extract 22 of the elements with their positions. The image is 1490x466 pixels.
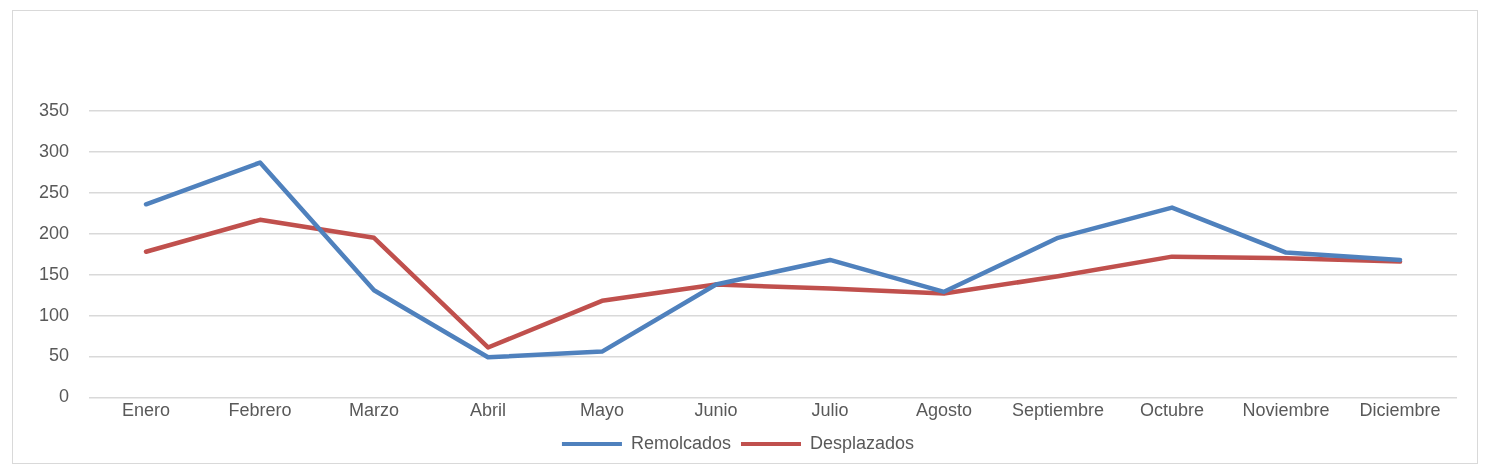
x-tick-label: Julio [811,400,849,421]
y-tick-label: 100 [38,304,70,325]
x-tick-label: Octubre [1139,400,1205,421]
x-tick-label: Noviembre [1242,400,1330,421]
x-tick-label: Diciembre [1359,400,1441,421]
y-tick-label: 200 [38,222,70,243]
x-tick-label: Agosto [915,400,973,421]
x-tick-label: Mayo [580,400,625,421]
x-tick-label: Abril [470,400,507,421]
x-tick-label: Junio [694,400,738,421]
x-tick-label: Septiembre [1011,400,1105,421]
legend-label: Remolcados [630,432,731,453]
x-tick-label: Enero [122,400,171,421]
y-tick-label: 50 [49,345,70,366]
y-tick-label: 250 [38,181,70,202]
x-tick-label: Marzo [349,400,400,421]
y-tick-label: 0 [59,386,70,407]
legend-label: Desplazados [809,432,915,453]
y-tick-label: 300 [38,140,70,161]
x-tick-label: Febrero [228,400,292,421]
y-tick-label: 150 [38,263,70,284]
y-tick-label: 350 [38,99,70,120]
